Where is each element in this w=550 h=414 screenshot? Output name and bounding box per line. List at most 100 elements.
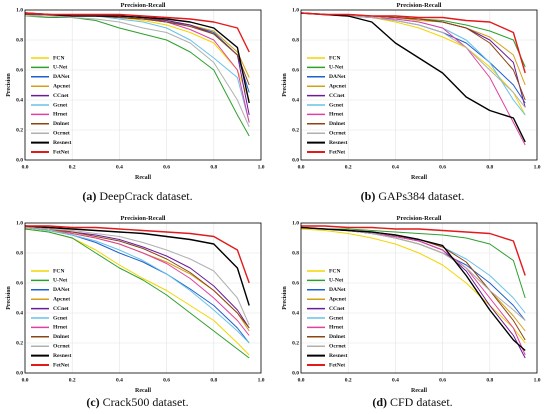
legend-label-gcnet: Gcnet — [53, 102, 67, 108]
x-tick-label: 0.6 — [163, 164, 170, 170]
legend-label-resnest: Resnest — [53, 140, 71, 146]
x-tick-label: 0.2 — [345, 164, 352, 170]
legend-label-fcn: FCN — [329, 55, 341, 61]
x-tick-label: 0.0 — [22, 164, 29, 170]
plot-frame — [24, 222, 262, 374]
y-tick-label: 1.0 — [16, 7, 23, 13]
y-tick-label: 0.8 — [292, 250, 299, 256]
caption-c: (c) Crack500 dataset. — [86, 395, 189, 409]
legend-label-danet: DANet — [53, 74, 70, 80]
y-tick-label: 0.6 — [16, 280, 23, 286]
x-tick-label: 1.0 — [258, 377, 265, 383]
x-axis-label: Recall — [411, 388, 427, 394]
legend-label-gcnet: Gcnet — [329, 315, 343, 321]
legend: FCN U-Net DANet Apcnet CCnet Gcnet Hrnet Dnlnet… — [31, 55, 71, 155]
x-tick-label: 0.4 — [116, 377, 123, 383]
legend-label-fetnet: FetNet — [329, 362, 345, 368]
legend-label-ccnet: CCnet — [53, 93, 69, 99]
legend-label-danet: DANet — [53, 287, 70, 293]
y-tick-label: 0.2 — [16, 127, 23, 133]
y-tick-label: 0.0 — [16, 157, 23, 163]
legend-label-danet: DANet — [329, 287, 346, 293]
x-axis-label: Recall — [135, 388, 151, 394]
legend: FCN U-Net DANet Apcnet CCnet Gcnet Hrnet Dnlnet… — [307, 55, 347, 155]
legend-label-gcnet: Gcnet — [329, 102, 343, 108]
x-tick-label: 0.2 — [69, 164, 76, 170]
legend-label-ocrnet: Ocrnet — [53, 130, 70, 136]
series-line-fcn — [300, 228, 526, 344]
chart-title: Precision-Recall — [120, 2, 165, 9]
chart-title: Precision-Recall — [396, 2, 441, 9]
legend-label-danet: DANet — [329, 74, 346, 80]
y-tick-label: 0.8 — [16, 250, 23, 256]
legend-label-ccnet: CCnet — [53, 306, 69, 312]
y-tick-label: 0.2 — [292, 340, 299, 346]
x-tick-label: 0.2 — [69, 377, 76, 383]
legend-label-fcn: FCN — [329, 268, 341, 274]
legend-label-apcnet: Apcnet — [53, 296, 70, 302]
series-line-fetnet — [24, 12, 250, 53]
caption-b: (b) GAPs384 dataset. — [360, 189, 465, 203]
y-tick-label: 0.8 — [292, 37, 299, 43]
y-axis-label: Precision — [282, 286, 288, 310]
chart-panel-4: 0.00.0 0.2 0.2 0.4 0.4 0.6 0.6 0.8 0.8 1.0 1.0 Prec… — [282, 215, 541, 394]
series-line-ocrnet — [25, 15, 250, 128]
x-tick-label: 0.0 — [22, 377, 29, 383]
legend-label-fcn: FCN — [53, 55, 65, 61]
legend-label-ocrnet: Ocrnet — [329, 343, 346, 349]
legend-label-ccnet: CCnet — [329, 93, 345, 99]
legend-label-resnest: Resnest — [329, 353, 347, 359]
legend-label-apcnet: Apcnet — [329, 83, 346, 89]
x-tick-label: 0.4 — [392, 164, 399, 170]
series-line-fetnet — [300, 12, 526, 74]
legend-label-hrnet: Hrnet — [329, 325, 343, 331]
legend-label-gcnet: Gcnet — [53, 315, 67, 321]
x-tick-label: 0.0 — [298, 377, 305, 383]
x-tick-label: 0.2 — [345, 377, 352, 383]
y-axis-label: Precision — [6, 73, 12, 97]
y-tick-label: 0.4 — [16, 97, 23, 103]
series-line-u-net — [24, 228, 250, 359]
x-tick-label: 1.0 — [258, 164, 265, 170]
legend-label-u-net: U-Net — [329, 278, 343, 284]
x-tick-label: 0.4 — [392, 377, 399, 383]
legend-label-u-net: U-Net — [53, 65, 67, 71]
legend-label-dnlnet: Dnlnet — [53, 121, 69, 127]
chart-title: Precision-Recall — [396, 215, 441, 222]
series-line-hrnet — [24, 227, 250, 336]
x-tick-label: 0.8 — [210, 377, 217, 383]
y-tick-label: 0.6 — [292, 67, 299, 73]
legend-label-resnest: Resnest — [53, 353, 71, 359]
legend-label-fetnet: FetNet — [53, 362, 69, 368]
legend: FCN U-Net DANet Apcnet CCnet Gcnet Hrnet Dnlnet… — [31, 268, 71, 368]
x-tick-label: 0.0 — [298, 164, 305, 170]
legend-label-hrnet: Hrnet — [53, 325, 67, 331]
x-tick-label: 0.8 — [486, 377, 493, 383]
series-line-resnest — [300, 226, 526, 352]
caption-a: (a) DeepCrack dataset. — [82, 189, 193, 203]
y-tick-label: 0.8 — [16, 37, 23, 43]
legend-label-ccnet: CCnet — [329, 306, 345, 312]
legend-label-dnlnet: Dnlnet — [329, 334, 345, 340]
plot-area — [301, 223, 537, 373]
series-line-ocrnet — [24, 227, 250, 326]
series-line-resnest — [24, 12, 250, 104]
legend-label-hrnet: Hrnet — [329, 112, 343, 118]
legend-label-ocrnet: Ocrnet — [329, 130, 346, 136]
series-line-dnlnet — [24, 227, 250, 329]
y-tick-label: 0.2 — [292, 127, 299, 133]
y-tick-label: 0.0 — [292, 370, 299, 376]
legend-label-fetnet: FetNet — [53, 149, 69, 155]
chart-title: Precision-Recall — [120, 215, 165, 222]
legend-label-resnest: Resnest — [329, 140, 347, 146]
y-tick-label: 1.0 — [16, 220, 23, 226]
legend-label-u-net: U-Net — [329, 65, 343, 71]
y-axis-label: Precision — [6, 286, 12, 310]
caption-d: (d) CFD dataset. — [372, 395, 453, 409]
x-tick-label: 0.8 — [210, 164, 217, 170]
y-tick-label: 0.4 — [292, 310, 299, 316]
x-tick-label: 0.6 — [439, 164, 446, 170]
y-tick-label: 0.0 — [16, 370, 23, 376]
y-tick-label: 0.2 — [16, 340, 23, 346]
